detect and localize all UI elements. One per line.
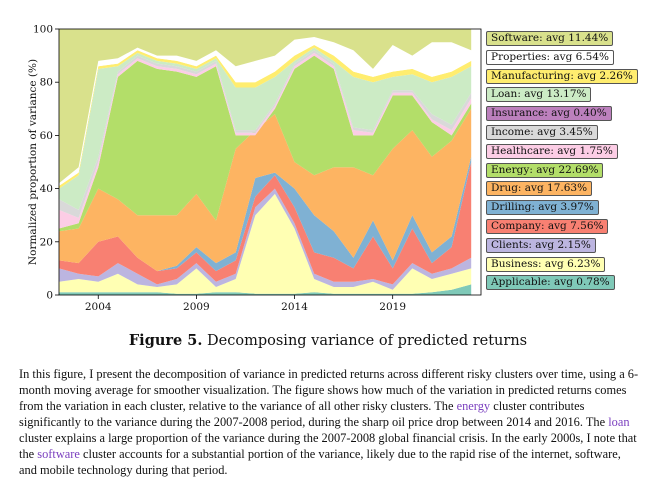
body-text-3: cluster explains a large proportion of t… bbox=[19, 431, 637, 461]
figure-title: Decomposing variance of predicted return… bbox=[202, 333, 528, 349]
y-tick-label: 80 bbox=[40, 77, 53, 89]
legend-entry: Loan: avg 13.17% bbox=[486, 87, 592, 103]
legend-entry: Manufacturing: avg 2.26% bbox=[486, 68, 638, 84]
x-tick-label: 2019 bbox=[379, 301, 406, 313]
legend-entry: Income: avg 3.45% bbox=[486, 125, 598, 140]
body-text-1: In this figure, I present the decomposit… bbox=[19, 367, 639, 413]
legend-entry: Applicable: avg 0.78% bbox=[486, 275, 615, 291]
x-tick-label: 2014 bbox=[281, 301, 308, 313]
x-tick-label: 2009 bbox=[183, 301, 210, 313]
legend-entry: Drug: avg 17.63% bbox=[486, 181, 593, 197]
x-tick-label: 2004 bbox=[85, 301, 112, 313]
area-series-13 bbox=[59, 29, 472, 184]
y-tick-label: 40 bbox=[40, 183, 53, 195]
chart-svg: 0 20 40 60 80 100 2004 2009 2014 2019 Normalized p… bbox=[27, 24, 482, 313]
area-series-10 bbox=[59, 47, 472, 210]
body-text-2: cluster contributes significantly to the… bbox=[19, 399, 609, 429]
legend-entry: Energy: avg 22.69% bbox=[486, 162, 604, 178]
body-text-4: cluster accounts for a substantial porti… bbox=[19, 447, 621, 477]
legend-entry: Clients: avg 2.15% bbox=[486, 237, 596, 253]
stacked-area-chart: 0 20 40 60 80 100 2004 2009 2014 2019 Normalized p… bbox=[27, 24, 638, 313]
area-series-5 bbox=[59, 108, 472, 272]
legend-entry: Software: avg 11.44% bbox=[486, 31, 614, 46]
legend-entry: Drilling: avg 3.97% bbox=[486, 200, 599, 216]
y-tick-label: 20 bbox=[40, 236, 53, 248]
y-axis-label: Normalized proportion of variance (%) bbox=[27, 59, 39, 265]
area-series-4 bbox=[59, 156, 472, 272]
legend-entry: Insurance: avg 0.40% bbox=[486, 106, 612, 122]
figure-caption: Figure 5. Decomposing variance of predic… bbox=[0, 332, 656, 349]
area-series-1 bbox=[59, 193, 472, 294]
figure-label: Figure 5. bbox=[128, 332, 203, 349]
legend-entry: Business: avg 6.23% bbox=[486, 256, 606, 272]
keyword-loan: loan bbox=[608, 415, 630, 429]
plot-frame bbox=[58, 28, 482, 296]
keyword-software: software bbox=[37, 447, 80, 461]
area-series-0 bbox=[59, 284, 472, 295]
area-series-12 bbox=[59, 37, 472, 186]
legend-entry: Company: avg 7.56% bbox=[486, 219, 609, 234]
legend-entry: Properties: avg 6.54% bbox=[486, 49, 615, 65]
area-series-6 bbox=[59, 55, 472, 232]
area-series-2 bbox=[59, 188, 472, 290]
y-tick-label: 0 bbox=[46, 290, 53, 302]
legend-entry: Healthcare: avg 1.75% bbox=[486, 143, 618, 159]
y-tick-label: 60 bbox=[40, 130, 53, 142]
y-tick-label: 100 bbox=[33, 24, 53, 36]
keyword-energy: energy bbox=[456, 399, 491, 413]
body-paragraph: In this figure, I present the decomposit… bbox=[19, 366, 639, 478]
area-series-3 bbox=[59, 162, 472, 285]
